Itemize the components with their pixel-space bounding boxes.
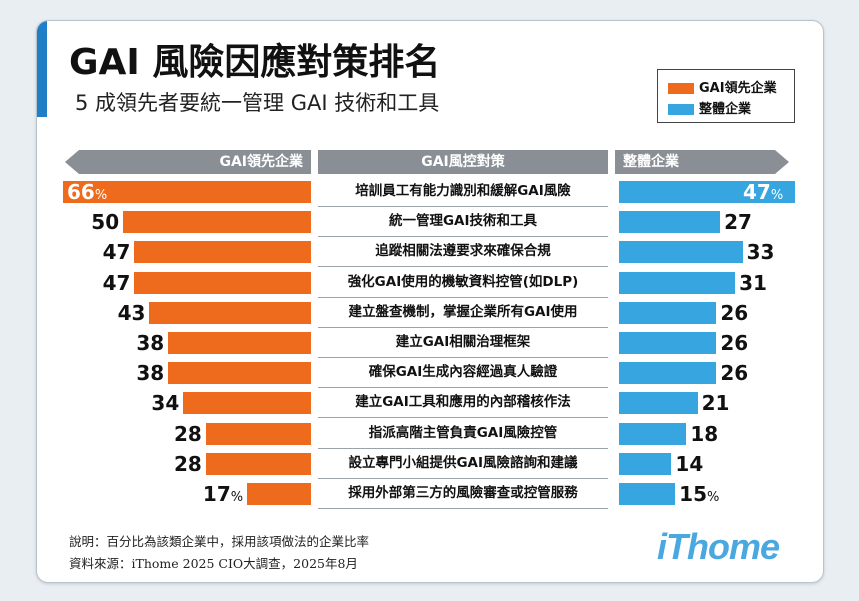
bar-leader — [134, 271, 311, 294]
left-column-header: GAI領先企業 — [79, 150, 311, 174]
table-row: 47 強化GAI使用的機敏資料控管(如DLP) 31 — [37, 268, 823, 298]
table-row: 34 建立GAI工具和應用的內部稽核作法 21 — [37, 388, 823, 419]
bar-leader — [168, 362, 311, 385]
chart-title: GAI 風險因應對策排名 — [69, 42, 441, 83]
value-label-leader: 66% — [67, 180, 108, 204]
right-header-arrow — [775, 150, 789, 174]
value-label-overall: 26 — [720, 300, 749, 325]
bar-leader — [123, 211, 311, 234]
bar-leader — [205, 422, 311, 445]
legend: GAI領先企業 整體企業 — [657, 69, 795, 123]
bar-leader — [205, 452, 311, 475]
ithome-logo: iThome — [657, 526, 780, 567]
value-label-overall: 14 — [675, 451, 704, 476]
category-label: 建立盤查機制，掌握企業所有GAI使用 — [318, 298, 608, 328]
legend-swatch-leader — [668, 83, 694, 94]
bar-overall — [619, 211, 721, 234]
value-label-overall: 31 — [739, 270, 767, 295]
table-row: 47 追蹤相關法遵要求來確保合規 33 — [37, 237, 823, 268]
value-label-overall: 26 — [720, 361, 749, 386]
right-column-header: 整體企業 — [615, 150, 775, 174]
footnote-note: 說明：百分比為該類企業中，採用該項做法的企業比率 — [69, 534, 370, 549]
category-label: 統一管理GAI技術和工具 — [318, 207, 608, 238]
value-label-leader: 34 — [151, 391, 180, 416]
value-label-overall: 27 — [724, 210, 752, 235]
bar-overall — [619, 422, 687, 445]
bar-overall — [619, 271, 736, 294]
category-label: 指派高階主管負責GAI風險控管 — [318, 419, 608, 449]
value-label-overall: 15% — [679, 482, 720, 506]
category-label: 強化GAI使用的機敏資料控管(如DLP) — [318, 268, 608, 298]
value-label-overall: 33 — [746, 240, 775, 265]
value-label-overall: 26 — [720, 331, 749, 355]
value-label-overall: 47% — [743, 180, 784, 204]
table-row: 28 設立專門小組提供GAI風險諮詢和建議 14 — [37, 449, 823, 479]
bar-overall — [619, 241, 743, 264]
bar-overall — [619, 452, 672, 475]
value-label-leader: 38 — [136, 331, 165, 355]
bar-leader — [247, 483, 311, 505]
table-row: 38 建立GAI相關治理框架 26 — [37, 328, 823, 358]
legend-swatch-overall — [668, 104, 694, 115]
title-accent-bar — [37, 21, 47, 117]
bar-overall — [619, 362, 717, 385]
bar-leader — [183, 392, 311, 415]
table-row: 17% 採用外部第三方的風險審查或控管服務 15% — [37, 479, 823, 509]
chart-rows: 66% 培訓員工有能力識別和緩解GAI風險 47% 50 統一管理GAI技術和工具 27 4… — [37, 21, 823, 582]
value-label-leader: 28 — [173, 451, 202, 476]
category-label: 培訓員工有能力識別和緩解GAI風險 — [318, 177, 608, 207]
value-label-leader: 38 — [136, 361, 165, 386]
bar-overall — [619, 392, 698, 415]
table-row: 43 建立盤查機制，掌握企業所有GAI使用 26 — [37, 298, 823, 328]
legend-item-overall: 整體企業 — [668, 98, 751, 117]
bar-leader — [168, 332, 311, 354]
chart-card: GAI 風險因應對策排名 5 成領先者要統一管理 GAI 技術和工具 GAI領先… — [36, 20, 824, 583]
value-label-overall: 18 — [690, 421, 719, 446]
chart-subtitle: 5 成領先者要統一管理 GAI 技術和工具 — [75, 91, 440, 115]
bar-overall — [619, 181, 795, 203]
middle-column-header: GAI風控對策 — [318, 150, 608, 174]
value-label-leader: 47 — [102, 270, 131, 295]
category-label: 確保GAI生成內容經過真人驗證 — [318, 358, 608, 389]
value-label-leader: 50 — [91, 210, 120, 235]
table-row: 66% 培訓員工有能力識別和緩解GAI風險 47% — [37, 177, 823, 207]
table-row: 38 確保GAI生成內容經過真人驗證 26 — [37, 358, 823, 389]
footnote-source: 資料來源：iThome 2025 CIO大調查，2025年8月 — [69, 556, 358, 571]
left-header-arrow — [65, 150, 79, 174]
table-row: 50 統一管理GAI技術和工具 27 — [37, 207, 823, 238]
value-label-overall: 21 — [701, 391, 730, 416]
category-label: 追蹤相關法遵要求來確保合規 — [318, 237, 608, 268]
category-label: 建立GAI相關治理框架 — [318, 328, 608, 358]
bar-overall — [619, 483, 676, 505]
value-label-leader: 17% — [202, 482, 244, 506]
value-label-leader: 43 — [117, 300, 146, 325]
value-label-leader: 28 — [173, 421, 202, 446]
legend-item-leader: GAI領先企業 — [668, 77, 777, 96]
legend-label-leader: GAI領先企業 — [699, 81, 777, 96]
category-label: 建立GAI工具和應用的內部稽核作法 — [318, 388, 608, 419]
bar-overall — [619, 332, 717, 354]
bar-leader — [149, 301, 311, 324]
table-row: 28 指派高階主管負責GAI風險控管 18 — [37, 419, 823, 449]
legend-label-overall: 整體企業 — [699, 102, 752, 117]
category-label: 設立專門小組提供GAI風險諮詢和建議 — [318, 449, 608, 479]
bar-overall — [619, 301, 717, 324]
value-label-leader: 47 — [102, 240, 131, 265]
bar-leader — [63, 181, 311, 203]
bar-leader — [134, 241, 311, 264]
category-label: 採用外部第三方的風險審查或控管服務 — [318, 479, 608, 509]
